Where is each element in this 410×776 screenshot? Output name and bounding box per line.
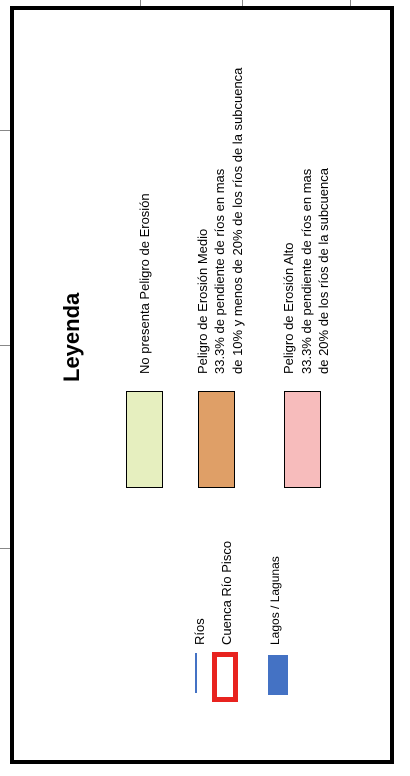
rios-label: Ríos xyxy=(192,618,207,645)
basin-outline-icon xyxy=(212,652,238,702)
grid-tick xyxy=(0,130,10,131)
grid-tick xyxy=(0,345,10,346)
medium-hazard-desc-2: de 10% y menos de 20% de los ríos de la … xyxy=(230,67,245,374)
no-hazard-swatch xyxy=(126,391,163,488)
medium-hazard-swatch xyxy=(198,391,235,488)
high-hazard-label: Peligro de Erosión Alto xyxy=(281,242,296,374)
grid-tick xyxy=(140,0,141,6)
lagos-label: Lagos / Lagunas xyxy=(268,556,282,645)
grid-tick xyxy=(350,0,351,6)
cuenca-label: Cuenca Río Pisco xyxy=(219,540,234,645)
grid-tick xyxy=(242,0,243,6)
legend-title: Leyenda xyxy=(59,292,84,382)
medium-hazard-desc-1: 33.3% de pendiente de ríos en mas xyxy=(212,168,227,374)
no-hazard-label: No presenta Peligro de Erosión xyxy=(137,193,152,374)
high-hazard-desc-2: de 20% de los ríos de la subcuenca xyxy=(316,168,331,374)
legend-frame xyxy=(10,6,394,764)
lake-fill-icon xyxy=(268,655,288,695)
river-line-icon xyxy=(195,653,197,693)
medium-hazard-label: Peligro de Erosión Medio xyxy=(195,228,210,374)
high-hazard-desc-1: 33.3% de pendiente de ríos en mas xyxy=(299,168,314,374)
grid-tick xyxy=(0,548,10,549)
high-hazard-swatch xyxy=(284,391,321,488)
